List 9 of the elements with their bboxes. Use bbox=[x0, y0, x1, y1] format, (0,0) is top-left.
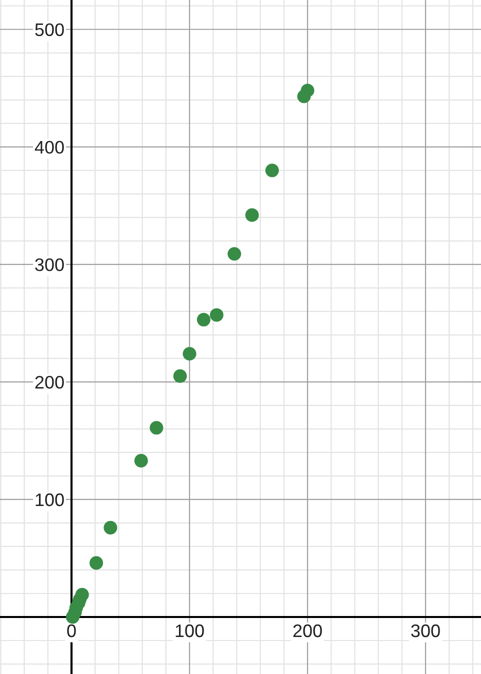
y-tick-label: 100 bbox=[36, 493, 64, 506]
x-tick-label: 0 bbox=[67, 624, 76, 638]
y-tick-label: 300 bbox=[35, 258, 64, 272]
x-tick-label: 100 bbox=[176, 624, 204, 638]
x-tick-label: 200 bbox=[293, 624, 322, 638]
y-tick-label: 500 bbox=[35, 23, 64, 36]
y-tick-label: 200 bbox=[35, 376, 64, 389]
x-tick-label: 300 bbox=[411, 624, 440, 638]
y-tick-label: 400 bbox=[34, 140, 64, 154]
